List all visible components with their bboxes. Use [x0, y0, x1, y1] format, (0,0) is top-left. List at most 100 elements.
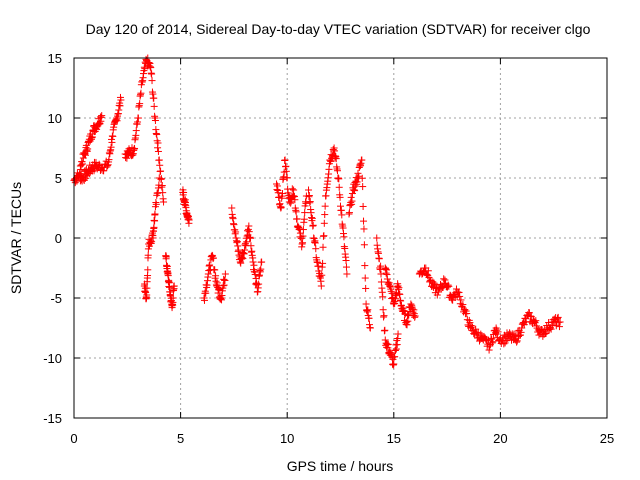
data-point	[149, 234, 157, 242]
data-point	[377, 262, 385, 270]
data-point	[247, 242, 255, 250]
data-point	[100, 167, 108, 175]
data-point	[319, 259, 327, 267]
data-point	[394, 330, 402, 338]
data-point	[93, 165, 101, 173]
data-point	[360, 225, 368, 233]
data-point	[342, 263, 350, 271]
data-point	[255, 280, 263, 288]
data-point	[170, 282, 178, 290]
data-point	[150, 223, 158, 231]
data-point	[320, 232, 328, 240]
data-point	[361, 274, 369, 282]
data-point	[148, 77, 156, 85]
data-point	[108, 138, 116, 146]
data-point	[336, 193, 344, 201]
data-point	[79, 160, 87, 168]
data-point	[509, 330, 517, 338]
data-point	[433, 291, 441, 299]
data-point	[301, 209, 309, 217]
data-point	[156, 161, 164, 169]
data-point	[143, 291, 151, 299]
data-point	[221, 276, 229, 284]
data-point	[467, 321, 475, 329]
data-point	[306, 198, 314, 206]
data-point	[309, 221, 317, 229]
data-point	[444, 281, 452, 289]
data-point	[321, 211, 329, 219]
data-point	[440, 275, 448, 283]
data-point	[405, 311, 413, 319]
data-point	[180, 189, 188, 197]
data-point	[148, 238, 156, 246]
data-point	[513, 337, 521, 345]
data-point	[555, 323, 563, 331]
data-point	[457, 296, 465, 304]
data-point	[351, 187, 359, 195]
data-point	[463, 310, 471, 318]
data-point	[296, 225, 304, 233]
data-point	[154, 139, 162, 147]
data-point	[249, 258, 257, 266]
data-point	[123, 154, 131, 162]
data-point	[360, 241, 368, 249]
data-point	[151, 217, 159, 225]
data-point	[250, 261, 258, 269]
data-point	[144, 266, 152, 274]
x-tick-label: 25	[600, 431, 614, 446]
data-point	[396, 290, 404, 298]
data-point	[288, 185, 296, 193]
data-point	[305, 192, 313, 200]
data-point	[331, 147, 339, 155]
data-point	[299, 232, 307, 240]
chart-title: Day 120 of 2014, Sidereal Day-to-day VTE…	[86, 21, 591, 37]
data-point	[253, 281, 261, 289]
data-point	[228, 204, 236, 212]
data-point	[300, 215, 308, 223]
data-point	[318, 271, 326, 279]
data-point	[277, 203, 285, 211]
x-tick-label: 10	[280, 431, 294, 446]
data-point	[360, 217, 368, 225]
data-point	[485, 346, 493, 354]
data-point	[359, 202, 367, 210]
data-point	[392, 345, 400, 353]
data-point	[554, 314, 562, 322]
data-point	[283, 174, 291, 182]
data-point	[506, 329, 514, 337]
data-point	[308, 214, 316, 222]
data-point	[155, 174, 163, 182]
data-point	[358, 156, 366, 164]
axis-ticks: 0 5 10 15 20 25 15 10 5 0 -5 -10 -15	[43, 51, 614, 446]
data-point	[82, 151, 90, 159]
data-point	[292, 208, 300, 216]
data-point	[103, 162, 111, 170]
data-point	[247, 234, 255, 242]
x-tick-label: 0	[70, 431, 77, 446]
data-point	[327, 157, 335, 165]
data-point	[257, 265, 265, 273]
data-point	[319, 243, 327, 251]
y-tick-label: -5	[50, 291, 62, 306]
data-point	[154, 147, 162, 155]
data-point	[359, 183, 367, 191]
y-tick-label: 15	[48, 51, 62, 66]
data-point	[232, 228, 240, 236]
data-point	[209, 254, 217, 262]
data-point	[155, 181, 163, 189]
data-point	[215, 286, 223, 294]
data-point	[258, 258, 266, 266]
data-point	[466, 319, 474, 327]
data-point	[332, 155, 340, 163]
data-point	[302, 199, 310, 207]
data-point	[131, 144, 139, 152]
data-point	[211, 266, 219, 274]
data-point	[513, 338, 521, 346]
data-point	[107, 143, 115, 151]
y-tick-label: 5	[55, 171, 62, 186]
data-point	[342, 256, 350, 264]
data-point	[98, 112, 106, 120]
data-point	[160, 198, 168, 206]
data-point	[151, 117, 159, 125]
data-point	[317, 282, 325, 290]
